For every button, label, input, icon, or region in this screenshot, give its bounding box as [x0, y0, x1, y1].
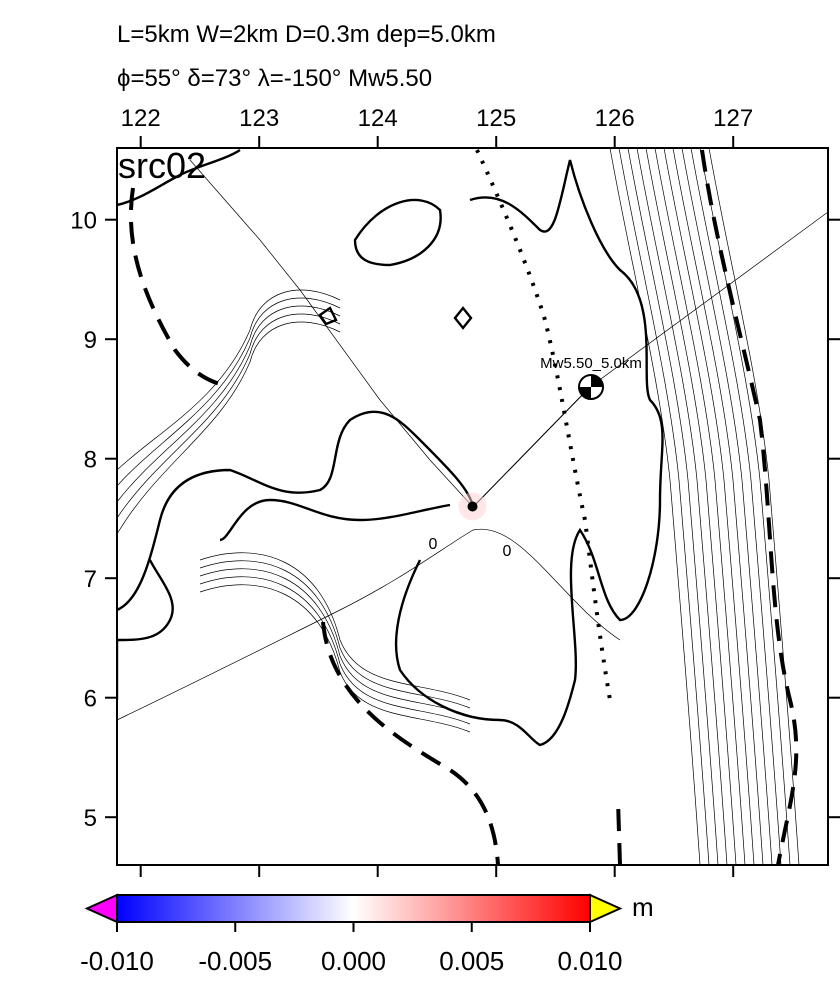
bathymetry-contour — [199, 576, 471, 725]
beachball-quadrant — [579, 375, 603, 399]
bathymetry-contour — [199, 568, 471, 717]
bathymetry-contour — [117, 297, 341, 487]
colorbar-tick-label: 0.005 — [439, 946, 504, 976]
colorbar-tick-label: 0.010 — [557, 946, 622, 976]
x-tick-label: 122 — [121, 105, 161, 132]
bathymetry-contour — [627, 148, 719, 865]
y-tick-label: 6 — [84, 686, 97, 713]
colorbar — [116, 894, 591, 923]
bathymetry-contour — [199, 560, 471, 709]
title-line: ϕ=55° δ=73° λ=-150° Mw5.50 — [117, 65, 432, 92]
bathymetry-contour — [672, 148, 764, 865]
map-label: src02 — [118, 145, 206, 186]
colorbar-below — [84, 893, 118, 924]
bathymetry-contour — [117, 289, 341, 471]
bathymetry-contour — [645, 148, 737, 865]
bathymetry-contour — [618, 148, 710, 865]
bathymetry-contour — [117, 321, 341, 535]
colorbar-tick-label: -0.010 — [80, 946, 154, 976]
mechanism-link — [472, 386, 591, 508]
x-tick-label: 125 — [476, 105, 516, 132]
contour-label: 0 — [429, 536, 438, 553]
title-line: L=5km W=2km D=0.3m dep=5.0km — [117, 21, 496, 48]
y-tick-label: 7 — [84, 566, 97, 593]
x-tick-label: 123 — [239, 105, 279, 132]
colorbar-above — [589, 893, 623, 924]
bathymetry-contour — [681, 148, 773, 865]
colorbar-tick-label: 0.000 — [321, 946, 386, 976]
bathymetry-contour — [690, 148, 782, 865]
bathymetry-contour — [117, 305, 341, 503]
bathymetry-contour — [699, 148, 791, 865]
x-tick-label: 126 — [595, 105, 635, 132]
x-tick-label: 127 — [713, 105, 753, 132]
bathymetry-contour — [654, 148, 746, 865]
bathymetry-contour — [663, 148, 755, 865]
bathymetry-contour — [708, 148, 800, 865]
bathymetry-contour — [117, 313, 341, 519]
bathymetry-contour — [636, 148, 728, 865]
bathymetry-contour — [199, 552, 471, 701]
y-tick-label: 8 — [84, 447, 97, 474]
y-tick-label: 5 — [84, 805, 97, 832]
bathymetry-contour — [199, 584, 471, 733]
bathymetry-contour — [609, 148, 701, 865]
mechanism-label: Mw5.50_5.0km — [540, 355, 642, 372]
x-tick-label: 124 — [358, 105, 398, 132]
colorbar-unit: m — [632, 892, 654, 922]
epicenter — [467, 501, 478, 512]
map-frame — [116, 147, 829, 866]
colorbar-tick-label: -0.005 — [198, 946, 272, 976]
contour-label: 0 — [503, 543, 512, 560]
y-tick-label: 10 — [70, 208, 97, 235]
y-tick-label: 9 — [84, 327, 97, 354]
contours — [117, 148, 828, 865]
